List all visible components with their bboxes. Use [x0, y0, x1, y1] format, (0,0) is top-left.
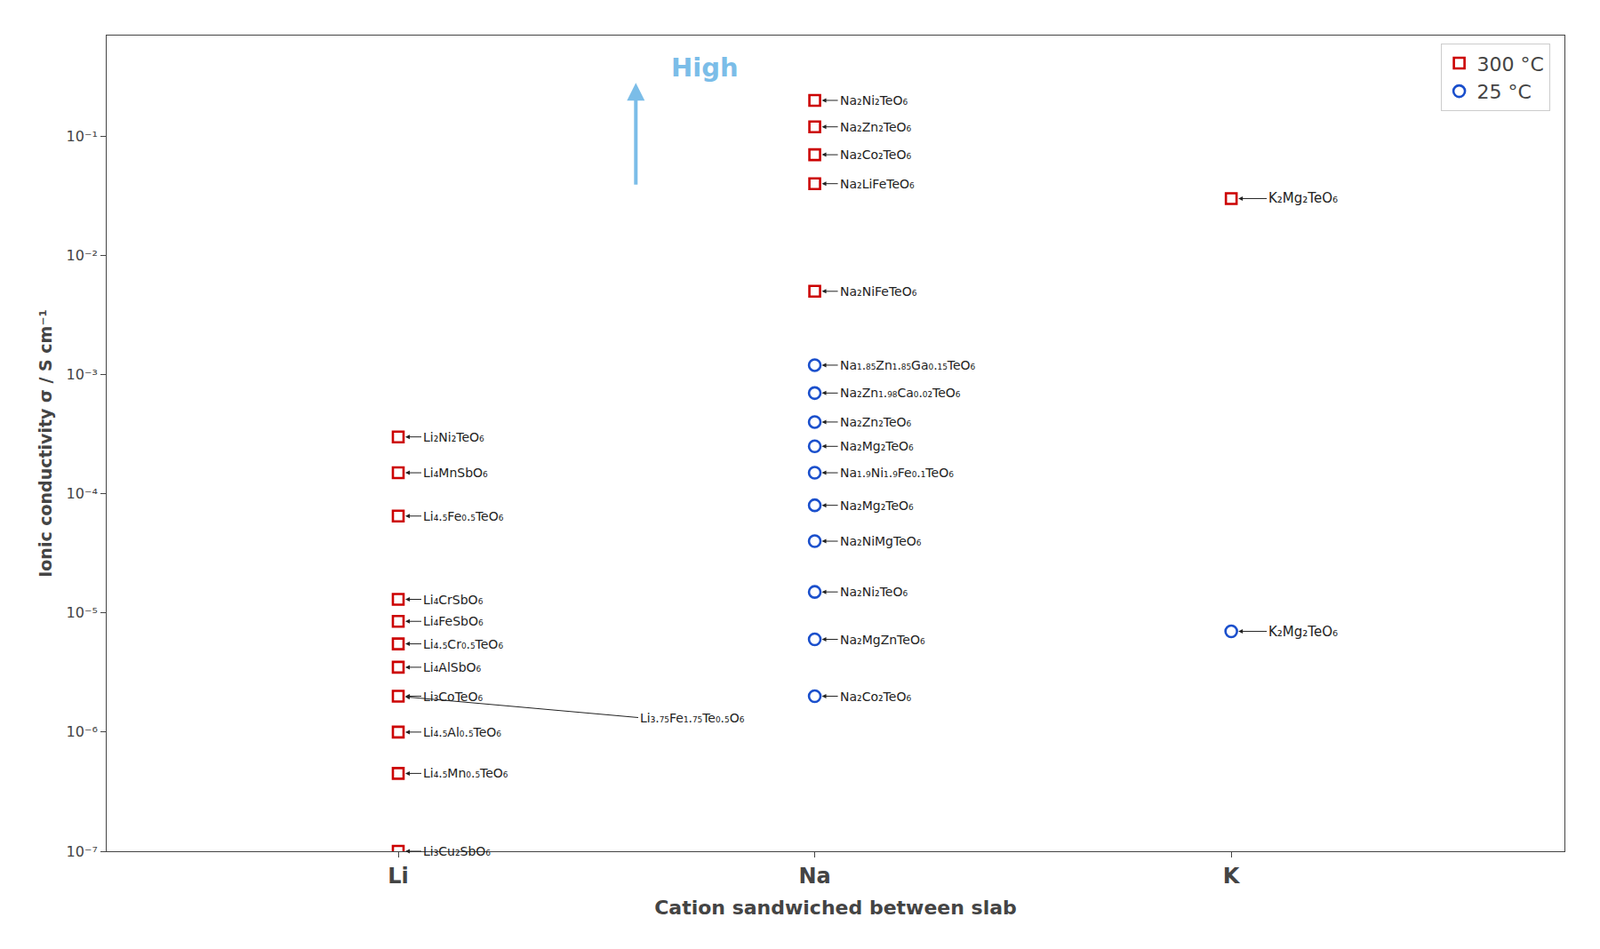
svg-text:10⁻¹: 10⁻¹ — [66, 128, 98, 145]
svg-text:Na₂Ni₂TeO₆: Na₂Ni₂TeO₆ — [840, 584, 908, 600]
svg-text:Na₂LiFeTeO₆: Na₂LiFeTeO₆ — [840, 176, 915, 192]
svg-text:Li₄.₅Mn₀.₅TeO₆: Li₄.₅Mn₀.₅TeO₆ — [423, 766, 509, 781]
svg-text:Li₄MnSbO₆: Li₄MnSbO₆ — [423, 465, 488, 480]
svg-text:300 °C: 300 °C — [1477, 53, 1544, 76]
svg-text:Li₃.₇₅Fe₁.₇₅Te₀.₅O₆: Li₃.₇₅Fe₁.₇₅Te₀.₅O₆ — [640, 711, 745, 726]
svg-text:Li₃CoTeO₆: Li₃CoTeO₆ — [423, 689, 483, 704]
svg-text:Li₄.₅Al₀.₅TeO₆: Li₄.₅Al₀.₅TeO₆ — [423, 725, 502, 740]
svg-text:K: K — [1223, 864, 1241, 889]
svg-text:Na₁.₈₅Zn₁.₈₅Ga₀.₁₅TeO₆: Na₁.₈₅Zn₁.₈₅Ga₀.₁₅TeO₆ — [840, 358, 976, 373]
svg-text:10⁻⁴: 10⁻⁴ — [66, 485, 98, 503]
svg-text:Na₂NiFeTeO₆: Na₂NiFeTeO₆ — [840, 284, 918, 299]
svg-text:Cation sandwiched between slab: Cation sandwiched between slab — [654, 896, 1017, 920]
svg-text:10⁻⁶: 10⁻⁶ — [66, 723, 98, 741]
svg-text:10⁻²: 10⁻² — [66, 247, 98, 264]
svg-text:K₂Mg₂TeO₆: K₂Mg₂TeO₆ — [1268, 190, 1338, 207]
svg-text:Li₄FeSbO₆: Li₄FeSbO₆ — [423, 614, 484, 629]
svg-text:Na₂Ni₂TeO₆: Na₂Ni₂TeO₆ — [840, 93, 908, 108]
svg-text:Na₂Co₂TeO₆: Na₂Co₂TeO₆ — [840, 147, 912, 162]
svg-text:Na₂Zn₂TeO₆: Na₂Zn₂TeO₆ — [840, 415, 912, 430]
svg-text:High: High — [671, 52, 739, 83]
svg-text:Ionic conductivity σ / S cm⁻¹: Ionic conductivity σ / S cm⁻¹ — [35, 309, 56, 578]
svg-text:Li₄.₅Fe₀.₅TeO₆: Li₄.₅Fe₀.₅TeO₆ — [423, 509, 504, 524]
svg-text:Li₃Cu₂SbO₆: Li₃Cu₂SbO₆ — [423, 844, 491, 859]
svg-text:K₂Mg₂TeO₆: K₂Mg₂TeO₆ — [1268, 624, 1338, 640]
svg-text:Na₂MgZnTeO₆: Na₂MgZnTeO₆ — [840, 632, 926, 648]
svg-text:Na₂NiMgTeO₆: Na₂NiMgTeO₆ — [840, 534, 922, 549]
svg-text:Na₁.₉Ni₁.₉Fe₀.₁TeO₆: Na₁.₉Ni₁.₉Fe₀.₁TeO₆ — [840, 465, 954, 480]
svg-text:25 °C: 25 °C — [1477, 80, 1532, 104]
svg-text:Na₂Co₂TeO₆: Na₂Co₂TeO₆ — [840, 689, 912, 704]
svg-text:Na₂Zn₁.₉₈Ca₀.₀₂TeO₆: Na₂Zn₁.₉₈Ca₀.₀₂TeO₆ — [840, 385, 961, 400]
svg-text:Na₂Zn₂TeO₆: Na₂Zn₂TeO₆ — [840, 120, 912, 135]
svg-text:Li: Li — [387, 864, 409, 889]
svg-text:10⁻⁵: 10⁻⁵ — [66, 604, 98, 622]
svg-text:10⁻³: 10⁻³ — [66, 366, 98, 384]
svg-text:Li₂Ni₂TeO₆: Li₂Ni₂TeO₆ — [423, 430, 485, 445]
svg-text:Li₄CrSbO₆: Li₄CrSbO₆ — [423, 592, 484, 608]
svg-text:Na: Na — [798, 864, 831, 889]
svg-text:Na₂Mg₂TeO₆: Na₂Mg₂TeO₆ — [840, 439, 914, 454]
svg-text:Li₄.₅Cr₀.₅TeO₆: Li₄.₅Cr₀.₅TeO₆ — [423, 637, 504, 652]
svg-text:Li₄AlSbO₆: Li₄AlSbO₆ — [423, 660, 482, 675]
svg-text:10⁻⁷: 10⁻⁷ — [66, 843, 98, 861]
svg-text:Na₂Mg₂TeO₆: Na₂Mg₂TeO₆ — [840, 498, 914, 513]
